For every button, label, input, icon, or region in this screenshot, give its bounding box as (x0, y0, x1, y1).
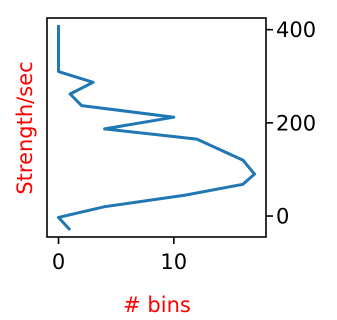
x-axis-label: # bins (123, 293, 191, 317)
x-tick-label: 0 (52, 250, 65, 274)
x-axis-ticks: 0 10 (52, 237, 187, 274)
y-tick-label: 200 (276, 111, 316, 135)
plot-frame (46, 17, 267, 238)
y-tick-label: 400 (276, 18, 316, 42)
series-line (57, 25, 256, 232)
x-tick-label: 10 (160, 250, 187, 274)
series-layer (57, 24, 256, 232)
y-axis-label: Strength/sec (13, 61, 37, 194)
y-axis-ticks: 0 200 400 (266, 18, 316, 229)
y-tick-label: 0 (276, 205, 289, 229)
